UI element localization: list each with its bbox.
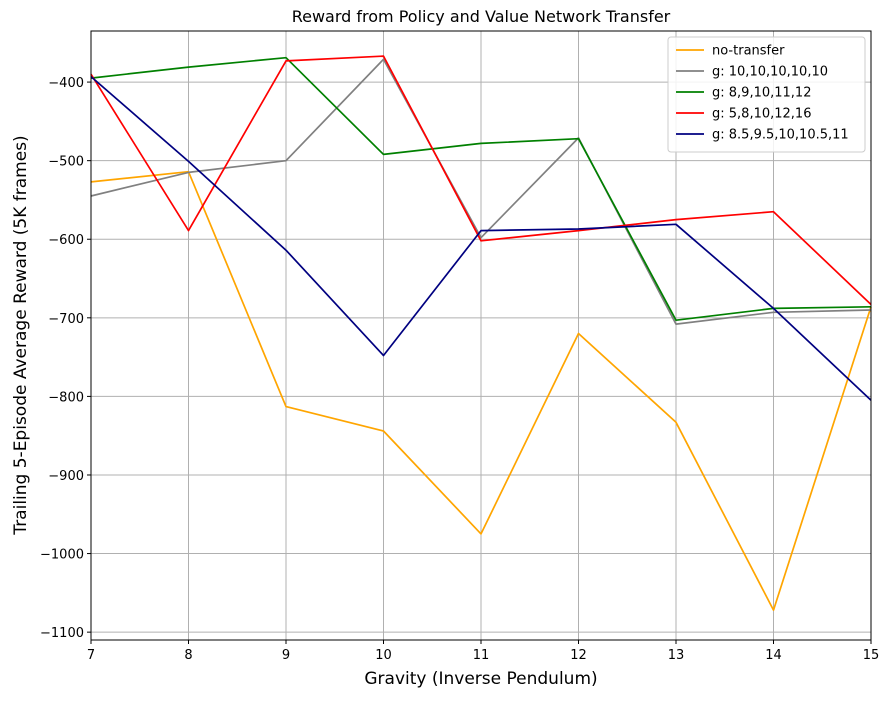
series-line-3 <box>90 55 872 306</box>
legend-label: no-transfer <box>712 44 785 59</box>
y-tick-label: −900 <box>48 469 84 484</box>
x-tick-label: 7 <box>87 648 95 663</box>
x-tick-label: 14 <box>765 648 782 663</box>
legend-label: g: 8.5,9.5,10,10.5,11 <box>712 128 849 143</box>
x-tick-label: 13 <box>668 648 685 663</box>
legend: no-transfer g: 10,10,10,10,10 g: 8,9,10,11… <box>667 36 866 153</box>
y-tick-label: −600 <box>48 233 84 248</box>
legend-box <box>667 36 866 153</box>
x-tick-label: 12 <box>570 648 587 663</box>
y-tick-label: −1100 <box>40 626 84 641</box>
y-tick-label: −400 <box>48 76 84 91</box>
legend-label: g: 5,8,10,12,16 <box>712 107 811 122</box>
legend-label: g: 10,10,10,10,10 <box>712 65 828 80</box>
y-tick-label: −1000 <box>40 548 84 563</box>
x-tick-label: 9 <box>282 648 290 663</box>
series-line-0 <box>90 170 872 611</box>
series-lines <box>90 55 872 611</box>
y-axis: −1100 −1000 −900 −800 −700 −600 −500 −400 <box>40 76 91 641</box>
x-tick-label: 8 <box>184 648 192 663</box>
x-tick-label: 15 <box>863 648 880 663</box>
series-line-1 <box>90 58 872 325</box>
legend-label: g: 8,9,10,11,12 <box>712 86 811 101</box>
y-tick-label: −700 <box>48 312 84 327</box>
x-tick-label: 10 <box>375 648 392 663</box>
grid-lines <box>90 31 872 640</box>
x-tick-label: 11 <box>473 648 490 663</box>
y-tick-label: −800 <box>48 390 84 405</box>
series-line-4 <box>90 75 872 401</box>
series-line-2 <box>90 56 872 322</box>
chart-title: Reward from Policy and Value Network Tra… <box>292 7 671 26</box>
x-axis: 7 8 9 10 11 12 13 14 15 <box>87 640 879 663</box>
y-axis-title: Trailing 5-Episode Average Reward (5K fr… <box>11 135 31 535</box>
y-tick-label: −500 <box>48 155 84 170</box>
x-axis-title: Gravity (Inverse Pendulum) <box>364 669 597 689</box>
